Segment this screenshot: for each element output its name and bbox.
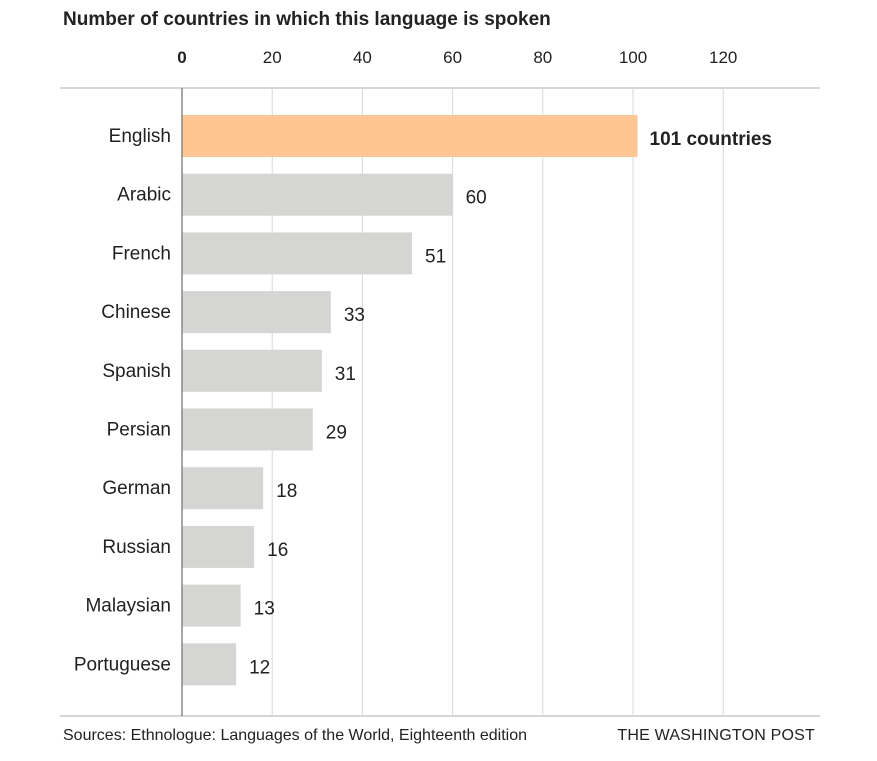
- bar-chinese: [182, 291, 331, 334]
- value-label: 29: [326, 423, 347, 444]
- category-label: Arabic: [117, 185, 171, 206]
- value-label: 13: [254, 599, 275, 620]
- category-label: Spanish: [102, 361, 171, 382]
- x-tick-label: 100: [619, 48, 647, 67]
- category-label: English: [109, 126, 171, 147]
- publisher-credit: THE WASHINGTON POST: [617, 727, 815, 744]
- grid-layer: [60, 87, 820, 717]
- bar-russian: [182, 525, 255, 568]
- category-label: German: [102, 478, 171, 499]
- value-label: 18: [276, 481, 297, 502]
- source-note: Sources: Ethnologue: Languages of the Wo…: [63, 727, 528, 744]
- x-tick-label: 80: [533, 48, 552, 67]
- x-tick-label: 40: [353, 48, 372, 67]
- value-label: 51: [425, 246, 446, 267]
- category-label: Chinese: [101, 302, 171, 323]
- bar-english: [182, 115, 638, 157]
- category-label: Russian: [102, 537, 171, 558]
- category-label: Malaysian: [85, 596, 171, 617]
- x-tick-label: 120: [709, 48, 737, 67]
- x-tick-label: 0: [177, 48, 186, 67]
- x-tick-label: 60: [443, 48, 462, 67]
- bars-layer: [182, 115, 638, 686]
- category-label: French: [112, 243, 171, 264]
- x-tick-label: 20: [263, 48, 282, 67]
- value-label: 33: [344, 305, 365, 326]
- chart-title: Number of countries in which this langua…: [63, 9, 551, 30]
- bar-persian: [182, 408, 313, 451]
- category-label: Persian: [107, 420, 171, 441]
- category-label: Portuguese: [74, 654, 171, 675]
- value-label: 16: [267, 540, 288, 561]
- value-label: 12: [249, 657, 270, 678]
- value-label: 60: [466, 188, 487, 209]
- bar-portuguese: [182, 643, 237, 686]
- value-label: 31: [335, 364, 356, 385]
- bar-french: [182, 232, 413, 275]
- bar-german: [182, 467, 264, 510]
- bar-spanish: [182, 349, 322, 392]
- bar-arabic: [182, 173, 453, 216]
- value-label: 101 countries: [650, 129, 773, 150]
- bar-malaysian: [182, 584, 241, 627]
- labels-layer: 0 20 40 60 80 100 120 English 101 countries Arabi…: [74, 48, 772, 716]
